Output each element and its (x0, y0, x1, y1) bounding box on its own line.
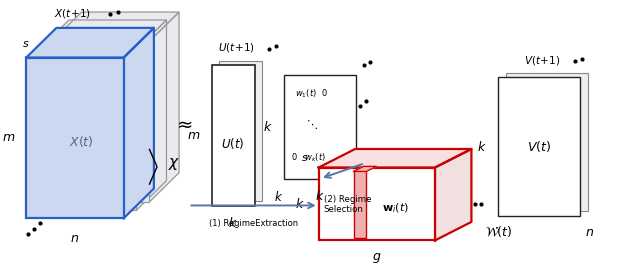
Text: $n$: $n$ (70, 232, 79, 245)
Text: $\ddots$: $\ddots$ (306, 118, 317, 131)
Text: $m$: $m$ (2, 131, 15, 144)
Text: $\mathcal{W}(t)$: $\mathcal{W}(t)$ (485, 224, 513, 239)
Text: $0\ \ \ w_k(t)$: $0\ \ \ w_k(t)$ (291, 152, 326, 164)
Text: $\chi$: $\chi$ (168, 156, 180, 172)
Bar (220, 60, 262, 201)
Text: $g$: $g$ (372, 251, 381, 265)
Text: $\approx$: $\approx$ (173, 115, 193, 134)
Bar (506, 73, 588, 211)
Polygon shape (435, 149, 472, 240)
Text: $w_1(t)\ \ 0$: $w_1(t)\ \ 0$ (295, 87, 328, 100)
Text: (1) RegimeExtraction: (1) RegimeExtraction (209, 219, 298, 228)
Text: $U(t\!+\!1)$: $U(t\!+\!1)$ (218, 41, 255, 54)
Text: $s$: $s$ (301, 153, 308, 163)
Polygon shape (26, 28, 154, 58)
Polygon shape (39, 20, 166, 50)
Polygon shape (149, 12, 179, 202)
Text: $V(t\!+\!1)$: $V(t\!+\!1)$ (524, 54, 560, 67)
Polygon shape (353, 166, 376, 171)
Text: $n$: $n$ (584, 226, 594, 238)
Text: $k$: $k$ (477, 139, 486, 153)
Text: $m$: $m$ (187, 129, 200, 142)
Bar (26, 58, 124, 218)
Polygon shape (136, 20, 166, 210)
Bar (498, 77, 580, 216)
Bar (39, 50, 136, 210)
Bar (212, 65, 255, 206)
Polygon shape (319, 149, 472, 167)
Text: $k$: $k$ (295, 197, 305, 211)
Text: $k$: $k$ (316, 188, 325, 202)
Text: $X(t)$: $X(t)$ (70, 134, 94, 149)
Text: (2) Regime
Selection: (2) Regime Selection (324, 195, 371, 214)
Text: $\mathbf{w}_i(t)$: $\mathbf{w}_i(t)$ (382, 202, 409, 215)
Text: $U(t)$: $U(t)$ (221, 136, 245, 151)
Bar (284, 75, 356, 179)
Text: $X(t\!+\!1)$: $X(t\!+\!1)$ (54, 7, 91, 20)
Bar (51, 42, 149, 202)
Bar (353, 170, 366, 238)
Text: $k$: $k$ (263, 120, 273, 134)
Bar (319, 167, 435, 240)
Text: $V(t)$: $V(t)$ (527, 139, 551, 154)
Text: $s$: $s$ (22, 39, 29, 49)
Polygon shape (124, 28, 154, 218)
Text: $k$: $k$ (228, 216, 238, 230)
Polygon shape (51, 12, 179, 42)
Text: $k$: $k$ (275, 190, 284, 204)
